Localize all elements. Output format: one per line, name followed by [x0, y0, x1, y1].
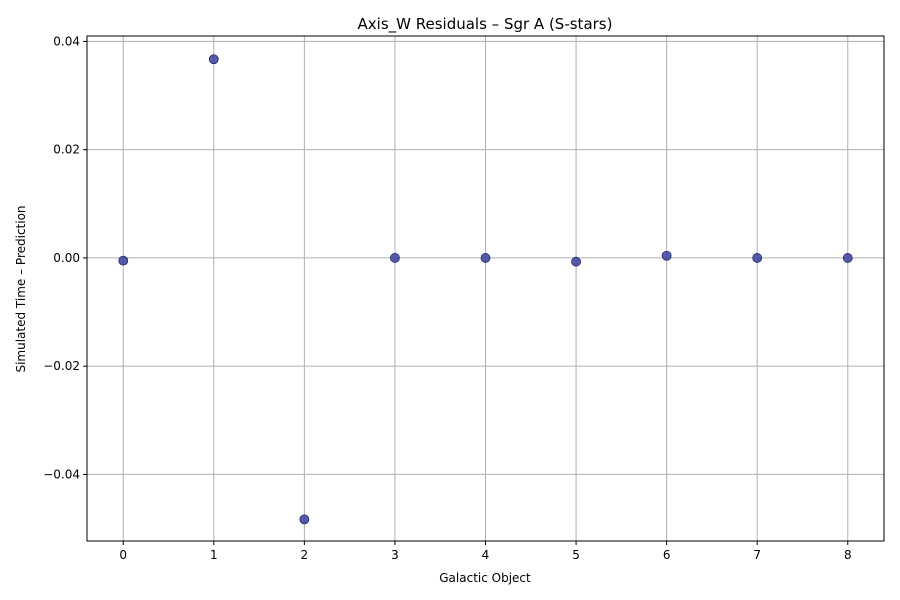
data-point: [571, 256, 581, 267]
x-tick-label: 5: [572, 548, 580, 562]
x-tick-label: 2: [301, 548, 309, 562]
x-axis-label: Galactic Object: [439, 571, 531, 585]
data-point: [752, 253, 763, 263]
y-tick-label: 0.02: [53, 143, 80, 157]
data-point: [208, 54, 219, 65]
axis-ticks: 0 1 2 3 4 5 6 7 8 −0.04 −0.02 0.00 0.02 0.04: [43, 34, 851, 562]
grid: [87, 36, 884, 541]
data-point: [390, 253, 400, 263]
y-tick-label: 0.04: [53, 34, 80, 48]
chart-title: Axis_W Residuals – Sgr A (S-stars): [358, 15, 613, 34]
y-tick-label: 0.00: [53, 251, 80, 265]
x-tick-label: 6: [663, 548, 671, 562]
y-tick-label: −0.04: [43, 467, 80, 481]
x-tick-label: 7: [753, 548, 761, 562]
y-tick-label: −0.02: [43, 359, 80, 373]
y-axis-label: Simulated Time – Prediction: [14, 205, 28, 372]
x-tick-label: 4: [482, 548, 490, 562]
data-point: [842, 253, 853, 263]
data-point: [480, 253, 491, 263]
x-tick-label: 0: [119, 548, 127, 562]
x-tick-label: 3: [391, 548, 399, 562]
data-points: [118, 54, 853, 525]
data-point: [661, 250, 672, 261]
data-point: [299, 514, 310, 525]
x-tick-label: 1: [210, 548, 218, 562]
x-tick-label: 8: [844, 548, 852, 562]
data-point: [118, 255, 129, 266]
